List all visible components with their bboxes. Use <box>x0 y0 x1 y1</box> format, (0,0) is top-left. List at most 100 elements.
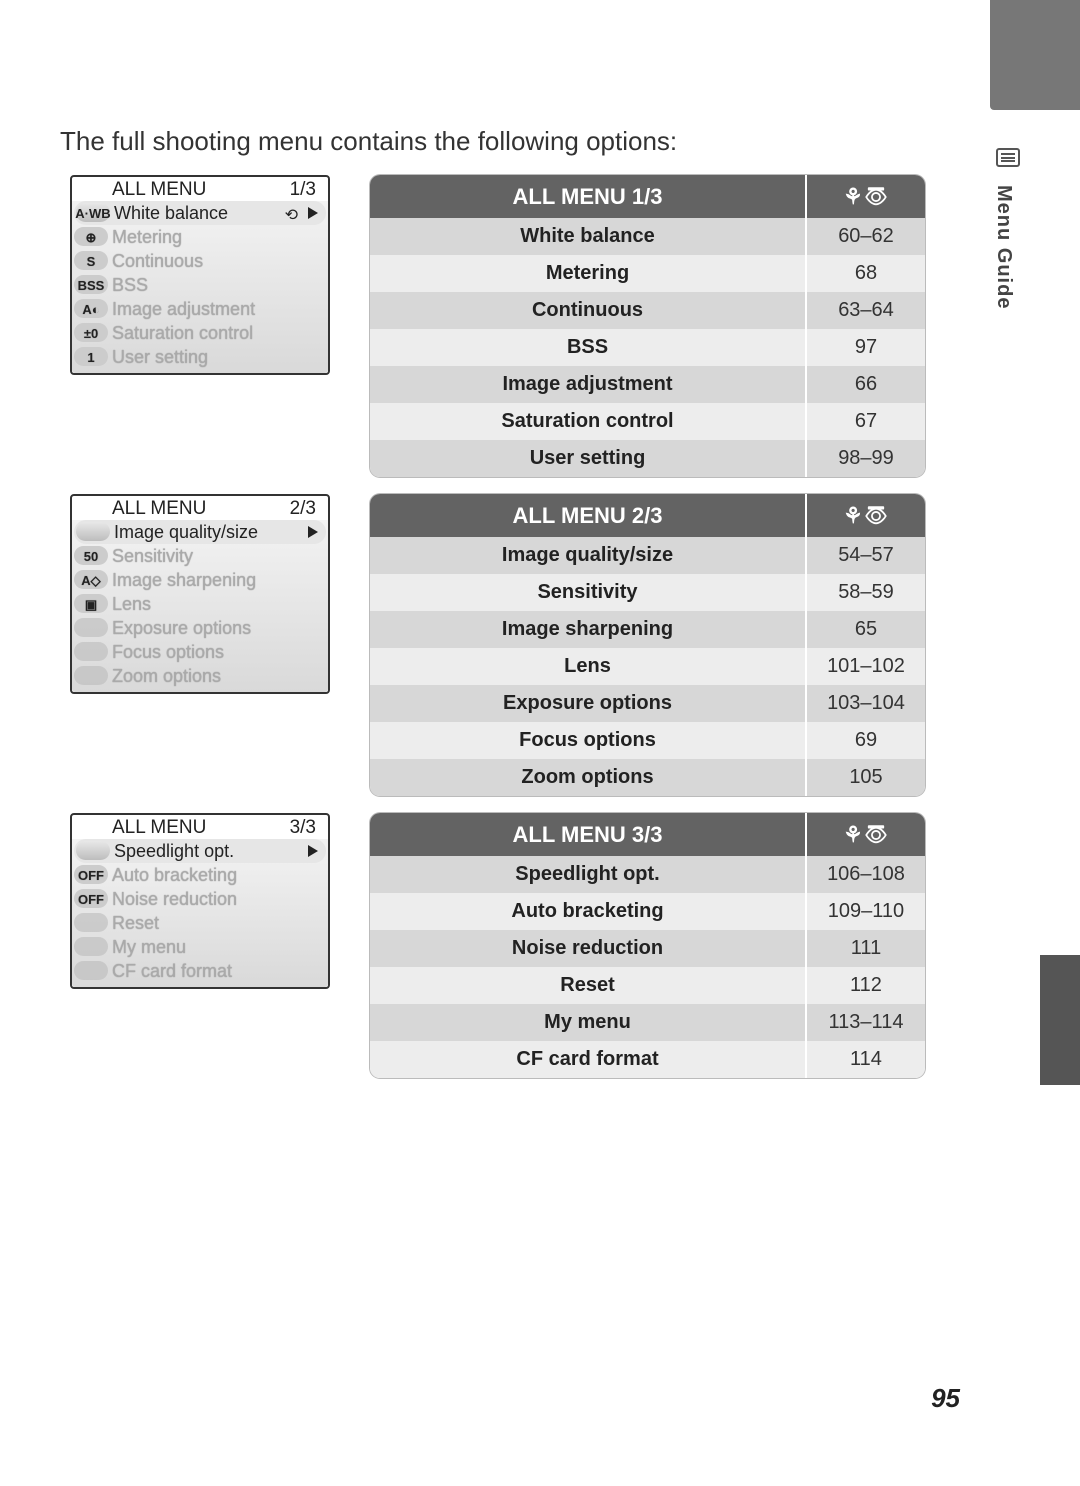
table-row-label: White balance <box>370 225 805 248</box>
table-row-pages: 54–57 <box>805 537 925 574</box>
table-row-label: Continuous <box>370 299 805 322</box>
table-row-pages: 97 <box>805 329 925 366</box>
lcd-title-bar: ALL MENU 2/3 <box>72 496 328 520</box>
table-row-pages: 106–108 <box>805 856 925 893</box>
lcd-menu-item: Focus options <box>72 640 328 664</box>
table-row: Speedlight opt.106–108 <box>370 856 925 893</box>
lcd-item-label: Reset <box>112 913 159 933</box>
lcd-page-indicator: 2/3 <box>290 498 316 520</box>
page-reference-icon <box>805 494 925 537</box>
lcd-title-bar: ALL MENU1/3 <box>72 177 328 201</box>
lcd-title: ALL MENU <box>112 498 206 520</box>
table-row-pages: 67 <box>805 403 925 440</box>
lcd-menu-item: ⊕Metering <box>72 225 328 249</box>
table-row-pages: 66 <box>805 366 925 403</box>
page-number: 95 <box>931 1383 960 1414</box>
lcd-item-label: Speedlight opt. <box>114 841 234 861</box>
lcd-item-label: Auto bracketing <box>112 865 237 885</box>
table-header-title: ALL MENU 1/3 <box>370 184 805 210</box>
lcd-item-label: Image sharpening <box>112 570 256 590</box>
page-edge-tab-side <box>1040 955 1080 1085</box>
lcd-item-label: Saturation control <box>112 323 253 343</box>
table-row-label: Zoom options <box>370 766 805 789</box>
reference-table: ALL MENU 3/3 Speedlight opt.106–108 Auto b… <box>370 813 925 1078</box>
table-row: Image quality/size54–57 <box>370 537 925 574</box>
table-row: Noise reduction111 <box>370 930 925 967</box>
lcd-item-label: Image quality/size <box>114 522 258 542</box>
lcd-item-label: User setting <box>112 347 208 367</box>
table-row-label: Focus options <box>370 729 805 752</box>
table-row-pages: 109–110 <box>805 893 925 930</box>
table-row-pages: 63–64 <box>805 292 925 329</box>
reference-table: ALL MENU 1/3 White balance60–62Metering68… <box>370 175 925 477</box>
table-row-label: Lens <box>370 655 805 678</box>
table-row-pages: 68 <box>805 255 925 292</box>
lcd-item-badge: OFF <box>72 864 110 888</box>
lcd-screenshot: ALL MENU2/3Image quality/size50Sensitivi… <box>70 494 330 694</box>
lcd-item-label: Focus options <box>112 642 224 662</box>
table-row-pages: 114 <box>805 1041 925 1078</box>
table-row-pages: 69 <box>805 722 925 759</box>
lcd-item-label: Zoom options <box>112 666 221 686</box>
lcd-item-badge: S <box>72 250 110 274</box>
table-row: My menu113–114 <box>370 1004 925 1041</box>
lcd-menu-item: Reset <box>72 911 328 935</box>
lcd-menu-item: SContinuous <box>72 249 328 273</box>
lcd-menu-item: Zoom options <box>72 664 328 688</box>
lcd-menu-item: 1User setting <box>72 345 328 369</box>
lcd-item-badge: 50 <box>72 545 110 569</box>
table-header-title: ALL MENU 3/3 <box>370 822 805 848</box>
lcd-menu-item: Image quality/size <box>74 520 326 544</box>
lcd-page-indicator: 3/3 <box>290 817 316 839</box>
lcd-item-badge: A·WB <box>74 202 112 226</box>
table-row-pages: 112 <box>805 967 925 1004</box>
lcd-menu-item: Exposure options <box>72 616 328 640</box>
lcd-menu-item: A◇Image sharpening <box>72 568 328 592</box>
lcd-menu-item: ±0Saturation control <box>72 321 328 345</box>
lcd-item-label: Noise reduction <box>112 889 237 909</box>
table-row: Saturation control67 <box>370 403 925 440</box>
lcd-title-bar: ALL MENU 3/3 <box>72 815 328 839</box>
table-row-label: Image adjustment <box>370 373 805 396</box>
section-list-icon <box>996 148 1020 167</box>
lcd-menu-item: A·WBWhite balance⟲ <box>74 201 326 225</box>
table-row-pages: 103–104 <box>805 685 925 722</box>
table-row: Metering68 <box>370 255 925 292</box>
lcd-item-label: Image adjustment <box>112 299 255 319</box>
lcd-menu-item: ▣Lens <box>72 592 328 616</box>
table-row-pages: 111 <box>805 930 925 967</box>
lcd-item-label: Metering <box>112 227 182 247</box>
table-header: ALL MENU 3/3 <box>370 813 925 856</box>
table-row-label: Reset <box>370 974 805 997</box>
lcd-item-badge: OFF <box>72 888 110 912</box>
lcd-menu-item: BSSBSS <box>72 273 328 297</box>
table-row-pages: 65 <box>805 611 925 648</box>
lcd-menu-item: CF card format <box>72 959 328 983</box>
table-row-pages: 58–59 <box>805 574 925 611</box>
lcd-screenshot: ALL MENU3/3Speedlight opt.OFFAuto bracke… <box>70 813 330 989</box>
table-row-pages: 105 <box>805 759 925 796</box>
table-row-label: Metering <box>370 262 805 285</box>
lcd-item-label: Exposure options <box>112 618 251 638</box>
lcd-item-label: Continuous <box>112 251 203 271</box>
table-row-label: Auto bracketing <box>370 900 805 923</box>
lcd-item-badge: ±0 <box>72 322 110 346</box>
lcd-menu-item: Speedlight opt. <box>74 839 326 863</box>
lcd-title: ALL MENU <box>112 817 206 839</box>
table-row: Image adjustment66 <box>370 366 925 403</box>
table-row-pages: 60–62 <box>805 218 925 255</box>
lcd-item-badge: A◐ <box>72 298 110 322</box>
lcd-item-badge: BSS <box>72 274 110 298</box>
table-row: Sensitivity58–59 <box>370 574 925 611</box>
lcd-item-label: Lens <box>112 594 151 614</box>
lcd-screenshot: ALL MENU1/3A·WBWhite balance⟲⊕MeteringSC… <box>70 175 330 375</box>
table-row-label: CF card format <box>370 1048 805 1071</box>
table-row: User setting98–99 <box>370 440 925 477</box>
table-row: Focus options69 <box>370 722 925 759</box>
lcd-menu-item: My menu <box>72 935 328 959</box>
lcd-item-badge: ▣ <box>72 593 110 617</box>
table-row-pages: 98–99 <box>805 440 925 477</box>
table-row: Zoom options105 <box>370 759 925 796</box>
table-row: BSS97 <box>370 329 925 366</box>
table-row-label: Saturation control <box>370 410 805 433</box>
